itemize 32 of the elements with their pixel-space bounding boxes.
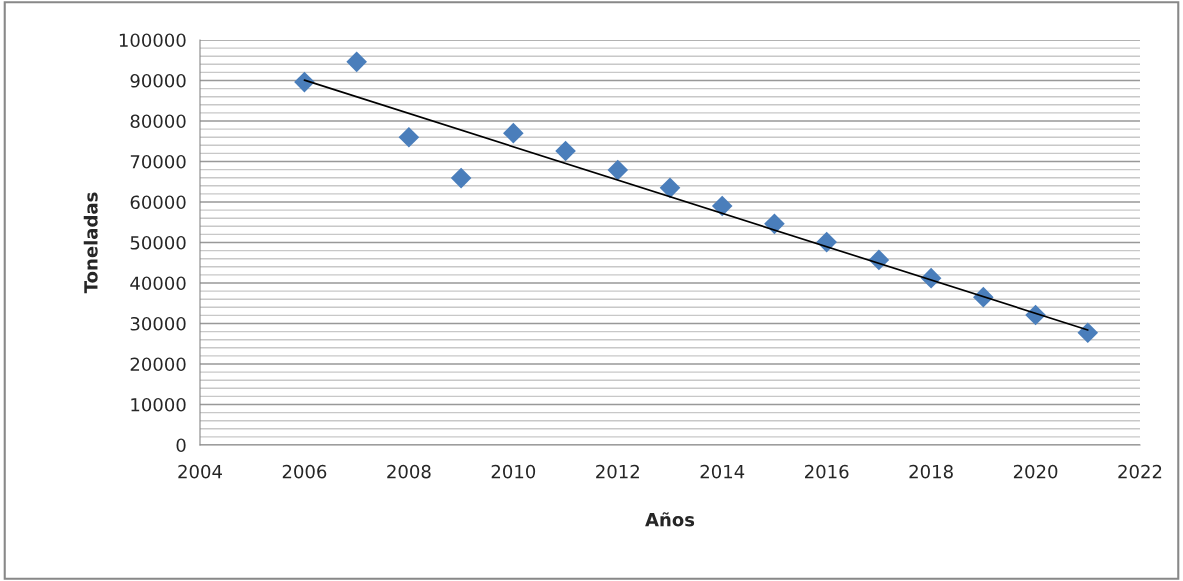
x-tick-label: 2008 [387,464,431,479]
x-tick-label: 2010 [491,464,536,479]
point [555,140,576,162]
point [503,122,524,144]
x-tick-label: 2014 [700,464,745,479]
x-tick-label: 2018 [909,464,953,479]
y-tick-label: 10000 [131,397,186,412]
y-tick-label: 0 [176,438,186,453]
y-tick-label: 60000 [130,195,186,210]
y-tick-label: 80000 [130,114,186,129]
y-tick-label: 30000 [130,316,186,331]
point [398,126,420,148]
point [711,195,733,217]
y-tick-label: 70000 [130,154,186,169]
x-tick-label: 2012 [596,464,639,479]
y-tick-label: 90000 [130,73,186,88]
point [346,51,367,73]
y-tick-label: 50000 [130,235,186,250]
y-tick-label: 100000 [119,33,186,48]
y-tick-label: 20000 [130,357,186,372]
x-tick-label: 2022 [1118,464,1162,479]
y-axis-title: Toneladas [83,192,98,294]
x-tick-label: 2006 [282,464,327,479]
y-tick-label: 40000 [130,276,186,291]
x-axis-title: Años [645,512,695,527]
point [450,167,472,189]
point [659,177,681,199]
point [1077,322,1099,344]
point [607,159,629,181]
x-tick-label: 2020 [1013,464,1058,479]
x-tick-label: 2016 [805,464,849,479]
x-tick-label: 2004 [178,464,222,479]
